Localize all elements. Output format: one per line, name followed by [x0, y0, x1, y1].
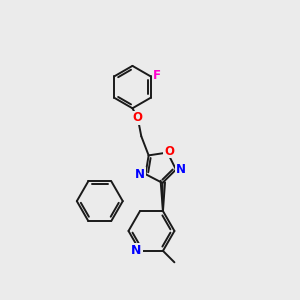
Text: N: N [131, 244, 142, 257]
Text: O: O [133, 112, 143, 124]
Text: N: N [135, 168, 145, 181]
Text: F: F [153, 69, 161, 82]
Text: N: N [176, 163, 186, 176]
Text: O: O [164, 145, 174, 158]
